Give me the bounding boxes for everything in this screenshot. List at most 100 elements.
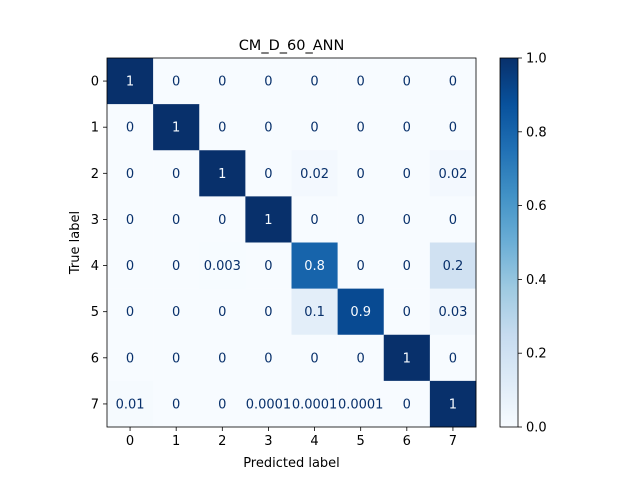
cell-value-label: 0 — [403, 397, 411, 412]
heatmap-cell — [383, 150, 431, 197]
heatmap-cell — [153, 380, 200, 428]
y-axis-label: True label — [68, 211, 83, 275]
cell-value-label: 1 — [126, 75, 134, 90]
cell-value-label: 0 — [172, 259, 180, 274]
x-tick-label: 3 — [264, 434, 272, 449]
heatmap-cell — [337, 334, 385, 382]
heatmap-cell — [383, 58, 431, 105]
cell-value-label: 0.01 — [116, 397, 145, 412]
heatmap-cell — [291, 104, 338, 151]
cell-value-label: 0 — [264, 121, 272, 136]
cell-value-label: 0 — [264, 75, 272, 90]
heatmap-cell — [107, 242, 154, 289]
x-tick-label: 5 — [357, 434, 365, 449]
heatmap-cell — [429, 58, 477, 105]
heatmap-cell — [245, 242, 292, 289]
x-tick-label: 0 — [126, 434, 134, 449]
heatmap-cell — [153, 150, 200, 197]
heatmap-cell — [107, 104, 154, 151]
heatmap-cell — [383, 288, 431, 336]
y-tick-label: 5 — [91, 305, 99, 320]
cell-value-label: 0 — [357, 259, 365, 274]
heatmap-cell — [153, 288, 200, 336]
cell-value-label: 0 — [403, 259, 411, 274]
heatmap-cell — [153, 242, 200, 289]
cell-value-label: 1 — [218, 167, 226, 182]
cell-value-label: 1 — [264, 213, 272, 228]
heatmap-cell — [199, 58, 246, 105]
cell-value-label: 0 — [357, 75, 365, 90]
heatmap-cell — [199, 150, 246, 197]
heatmap-cell — [337, 104, 385, 151]
cell-value-label: 0 — [264, 259, 272, 274]
cell-value-label: 0.0001 — [292, 397, 338, 412]
y-tick-label: 1 — [91, 121, 99, 136]
colorbar-tick-label: 0.0 — [526, 421, 547, 436]
cell-value-label: 0 — [172, 351, 180, 366]
heatmap-cell — [429, 150, 477, 197]
heatmap-cell — [107, 334, 154, 382]
heatmap-cell — [245, 58, 292, 105]
x-axis-ticks: 0 1 2 3 4 5 6 7 — [126, 427, 457, 449]
cell-value-label: 0 — [310, 213, 318, 228]
heatmap-cell — [383, 334, 431, 382]
cell-value-label: 0 — [449, 121, 457, 136]
heatmap-cells: 1 0 0 0 0 0 0 0 0 1 0 0 0 0 0 0 0 0 1 0 0.02 0 0 0.02 0 0 0 1 0 0 0 0 0 0… — [107, 58, 477, 428]
heatmap-cell — [337, 58, 385, 105]
heatmap-cell — [199, 242, 246, 289]
colorbar-tick-label: 0.6 — [526, 199, 547, 214]
cell-value-label: 0.0001 — [246, 397, 292, 412]
heatmap-cell — [383, 242, 431, 289]
x-tick-label: 2 — [218, 434, 226, 449]
cell-value-label: 0 — [449, 213, 457, 228]
heatmap-cell — [107, 380, 154, 428]
y-tick-label: 3 — [91, 213, 99, 228]
heatmap-cell — [291, 288, 338, 336]
colorbar-tick-label: 0.8 — [526, 125, 547, 140]
cell-value-label: 1 — [449, 397, 457, 412]
cell-value-label: 1 — [403, 351, 411, 366]
heatmap-cell — [153, 334, 200, 382]
y-axis-ticks: 0 1 2 3 4 5 6 7 — [91, 75, 107, 412]
cell-value-label: 0.02 — [438, 167, 467, 182]
cell-value-label: 0 — [126, 121, 134, 136]
cell-value-label: 0 — [310, 75, 318, 90]
cell-value-label: 0.9 — [350, 305, 371, 320]
colorbar — [499, 57, 519, 428]
x-tick-label: 7 — [449, 434, 457, 449]
heatmap-cell — [291, 334, 338, 382]
heatmap-cell — [199, 196, 246, 243]
x-axis-label: Predicted label — [243, 456, 340, 471]
cell-value-label: 0 — [403, 213, 411, 228]
cell-value-label: 0.03 — [438, 305, 467, 320]
heatmap-cell — [291, 242, 338, 289]
cell-value-label: 0 — [264, 167, 272, 182]
cell-value-label: 0 — [172, 305, 180, 320]
colorbar-ticks: 0.0 0.2 0.4 0.6 0.8 1.0 — [518, 52, 547, 436]
cell-value-label: 0 — [357, 167, 365, 182]
heatmap-cell — [383, 104, 431, 151]
cell-value-label: 1 — [172, 121, 180, 136]
heatmap-cell — [429, 288, 477, 336]
x-tick-label: 4 — [310, 434, 318, 449]
heatmap-cell — [153, 104, 200, 151]
y-tick-label: 2 — [91, 167, 99, 182]
cell-value-label: 0 — [172, 75, 180, 90]
heatmap-cell — [337, 150, 385, 197]
heatmap-cell — [429, 242, 477, 289]
heatmap-cell — [383, 380, 431, 428]
colorbar-tick-label: 1.0 — [526, 52, 547, 67]
cell-value-label: 0.02 — [300, 167, 329, 182]
y-tick-label: 6 — [91, 351, 99, 366]
cell-value-label: 0 — [126, 305, 134, 320]
heatmap-cell — [429, 334, 477, 382]
heatmap-cell — [291, 150, 338, 197]
cell-value-label: 0 — [172, 213, 180, 228]
y-tick-label: 4 — [91, 259, 99, 274]
heatmap-cell — [107, 196, 154, 243]
heatmap-cell — [383, 196, 431, 243]
cell-value-label: 0 — [126, 259, 134, 274]
colorbar-tick-label: 0.4 — [526, 273, 547, 288]
heatmap-cell — [337, 288, 385, 336]
heatmap-cell — [199, 334, 246, 382]
